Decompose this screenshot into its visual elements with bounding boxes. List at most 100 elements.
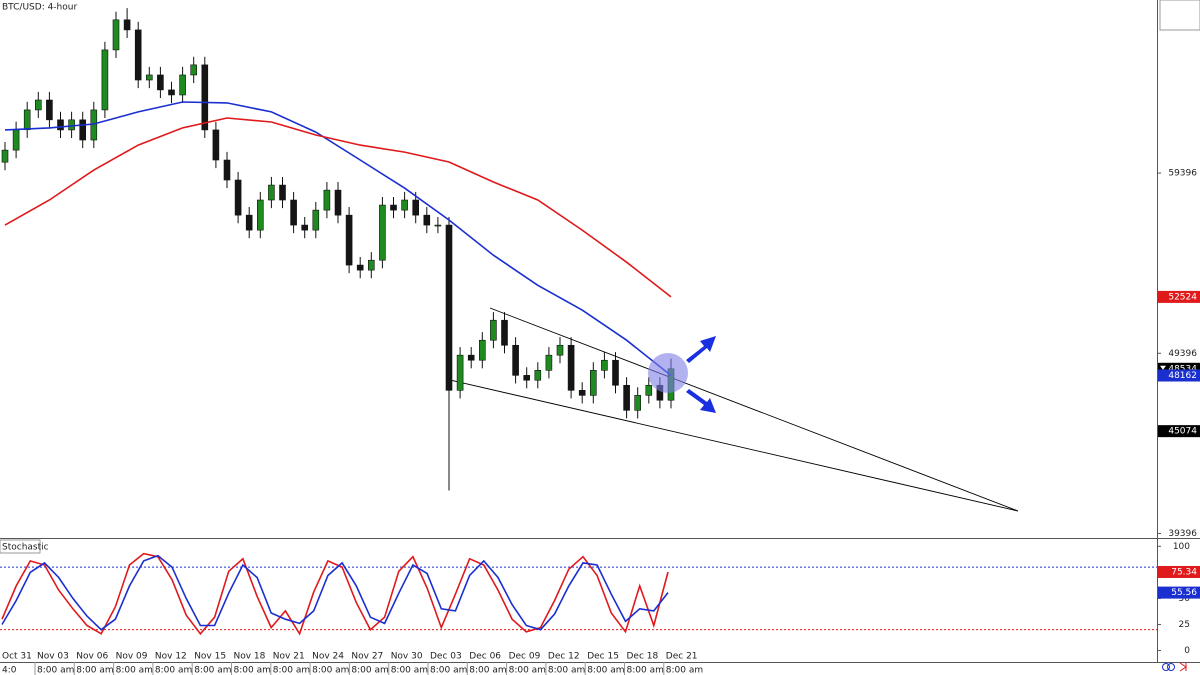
candle-body	[157, 74, 164, 91]
candle-body	[212, 129, 220, 161]
candle-body	[12, 129, 20, 151]
corner-icons[interactable]	[1162, 662, 1187, 672]
x-tick-label: Nov 30	[391, 652, 423, 662]
price-marker	[1158, 565, 1200, 578]
candle-body	[179, 74, 186, 96]
candle-body	[412, 199, 420, 216]
x-tick-time: 8:00 am	[666, 666, 703, 675]
candle-body	[112, 19, 120, 51]
candle-body	[201, 64, 209, 131]
y-tick-label: 25	[1179, 620, 1190, 630]
candle-body	[256, 199, 264, 231]
candle-body	[478, 339, 486, 361]
candle-body	[589, 370, 597, 396]
candle-body	[245, 214, 253, 231]
x-tick-label: Dec 18	[627, 652, 659, 662]
price-marker-label: 75.34	[1171, 567, 1197, 577]
x-tick-label: Dec 06	[469, 652, 501, 662]
x-tick-time: 8:00 am	[627, 666, 664, 675]
y-tick-label: 0	[1184, 646, 1190, 656]
candle-body	[467, 354, 475, 361]
candle-body	[390, 204, 397, 211]
x-tick-label: Nov 09	[116, 652, 148, 662]
corner-button[interactable]	[1159, 0, 1200, 31]
candle-body	[168, 89, 175, 96]
x-tick-label: Nov 21	[273, 652, 305, 662]
indicator-title: Stochastic	[2, 543, 49, 553]
candle-body	[356, 264, 364, 271]
candle-body	[379, 204, 386, 261]
x-tick-time: 8:00 am	[548, 666, 585, 675]
candle-body	[612, 359, 619, 386]
candle-body	[146, 74, 153, 81]
indicator-title-bg	[0, 539, 41, 554]
candle-body	[345, 214, 353, 266]
chart-title: BTC/USD: 4-hour	[2, 3, 77, 13]
link-icon[interactable]	[1162, 663, 1170, 671]
candle-body	[223, 159, 231, 181]
x-tick-time: 8:00 am	[312, 666, 349, 675]
candle-body	[634, 395, 642, 411]
last-price-arrow	[1160, 365, 1166, 370]
x-tick-label: Nov 24	[312, 652, 344, 662]
x-tick-label: Dec 21	[666, 652, 698, 662]
candle-body	[434, 224, 442, 227]
x-tick-label: Dec 09	[509, 652, 541, 662]
candle-body	[367, 259, 375, 271]
x-tick-label: Nov 03	[37, 652, 69, 662]
price-marker	[1158, 586, 1200, 599]
candle-body	[34, 99, 42, 111]
candle-body	[601, 359, 608, 371]
scroll-icon[interactable]	[1179, 662, 1187, 672]
upper-trendline	[489, 307, 1019, 512]
x-tick-time: 8:00 am	[155, 666, 192, 675]
candle-body	[190, 64, 197, 76]
x-tick-label: Nov 12	[155, 652, 187, 662]
candle-body	[545, 354, 553, 371]
x-tick-time: 8:00 am	[37, 666, 74, 675]
x-tick-time: 8:00 am	[430, 666, 467, 675]
candle-body	[290, 199, 297, 226]
candle-body	[401, 199, 408, 211]
candle-body	[445, 224, 453, 391]
candle-body	[512, 344, 519, 376]
candle-body	[79, 119, 86, 141]
candle-body	[423, 214, 431, 226]
candle-body	[23, 109, 31, 131]
y-tick-label: 50	[1179, 594, 1191, 604]
line-series	[1, 552, 669, 636]
x-tick-time: 8:00 am	[76, 666, 113, 675]
candle-body	[490, 319, 497, 341]
y-tick-label: 100	[1173, 542, 1190, 552]
x-tick-time: 8:00 am	[351, 666, 388, 675]
candle-body	[567, 344, 575, 391]
candle-body	[501, 319, 508, 346]
link-icon[interactable]	[1167, 663, 1175, 671]
candle-body	[334, 189, 342, 216]
price-marker	[1158, 425, 1200, 438]
candle-body	[68, 119, 75, 131]
x-tick-label: Nov 15	[194, 652, 226, 662]
breakout-circle	[648, 353, 688, 393]
y-tick-label: 49396	[1168, 349, 1197, 359]
down-arrow	[686, 389, 716, 413]
x-tick-label: Dec 15	[587, 652, 619, 662]
x-tick-time: 8:00 am	[273, 666, 310, 675]
title-bg	[0, 0, 68, 13]
x-tick-time: 8:00 am	[391, 666, 428, 675]
x-tick-time: 8:00 am	[469, 666, 506, 675]
lower-trendline	[449, 379, 1019, 512]
candle-body	[123, 19, 131, 31]
line-series	[1, 554, 669, 631]
x-tick-time: 4:0	[2, 666, 17, 675]
x-tick-time: 8:00 am	[234, 666, 271, 675]
candle-body	[534, 370, 542, 381]
x-tick-label: Nov 27	[351, 652, 383, 662]
y-tick-label: 59396	[1168, 169, 1197, 179]
x-tick-label: Nov 18	[234, 652, 266, 662]
line-series	[4, 117, 672, 298]
